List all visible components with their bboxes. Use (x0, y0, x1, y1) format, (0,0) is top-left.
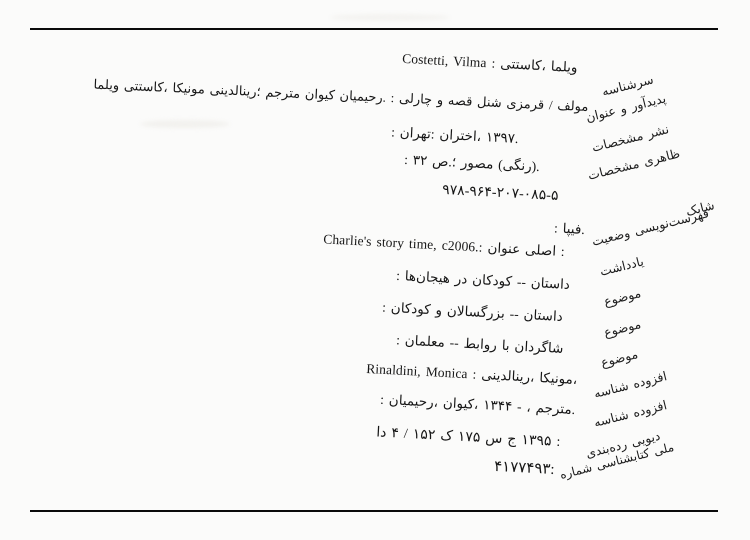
field-value-subject-2: :‎ ‎کودکان‎ ‎و‎ ‎بزرگسالان‎ ‎--‎ ‎داستان… (382, 299, 564, 324)
card-top-border (30, 28, 718, 30)
field-value-isbn: ۹۷۸-۹۶۴-۲۰۷-۰۸۵-۵‎ (441, 182, 559, 204)
field-value-main-entry: Costetti,‎ ‎Vilma‎ ‎:‎ ‎کاستتی‎،‎‎ ‎ویلم… (401, 50, 578, 75)
field-label-cataloging-status: وضعیت‎ ‎فهرست‌نویسی‎ (590, 205, 711, 249)
scan-smudge (330, 14, 450, 21)
field-label-added-entry-1: شناسه‎ ‎افزوده‎ (592, 368, 669, 401)
field-value-added-entry-2: :‎ ‎رحیمیان‎،‎‎ ‎کیوان‎،‎‎ ‎۱۳۴۴‎ ‎-‎ ‎‎… (379, 391, 576, 417)
field-label-subject-2: موضوع‎ (602, 316, 643, 340)
field-value-added-entry-1: Rinaldini,‎ ‎Monica‎ ‎:‎ ‎رینالدینی‎،‎‎ … (365, 360, 578, 387)
field-label-added-entry-2: شناسه‎ ‎افزوده‎ (592, 397, 669, 430)
field-value-national-bib-number: ۴۱۷۷۴۹۳:‎ (494, 458, 556, 478)
field-label-note: یادداشت‎ (598, 253, 646, 279)
scan-smudge (140, 120, 230, 128)
field-value-subject-1: :‎ ‎هیجان‌ها‎ ‎در‎ ‎کودکان‎ ‎--‎ ‎داستان… (395, 267, 571, 292)
field-value-physical-description: :‎ ‎۳۲‎ ‎ص.‎؛‎‎ ‎مصور‎ ‎(رنگی).‎ (404, 151, 541, 174)
card-bottom-border (30, 510, 718, 512)
field-value-cataloging-status: :‎ ‎فیپا.‎ (553, 220, 586, 237)
field-value-dewey-classification: دا‎ ‎۴‎ ‎/‎ ‎۱۵۲‎ ‎ک‎ ‎۱۷۵‎ ‎س‎ ‎ج‎ ‎۱۳۹… (375, 425, 561, 450)
field-label-subject-1: موضوع‎ (602, 285, 643, 309)
field-value-note: Charlie's‎ ‎story‎ ‎time,‎ ‎c2006.:‎ ‎عن… (323, 231, 566, 259)
field-label-subject-3: موضوع‎ (599, 346, 640, 370)
field-value-publication: :‎ ‎تهران:‎ ‎اختران‎،‎‎ ‎۱۳۹۷.‎ (390, 124, 519, 146)
field-value-subject-3: :‎ ‎معلمان‎ ‎--‎ ‎روابط‎ ‎با‎ ‎شاگردان‎ (395, 332, 564, 356)
field-label-title-statement: عنوان‎ ‎و‎ ‎پدیدآور‎ (584, 90, 668, 125)
field-value-title-statement: ویلما‎ ‎کاستتی‎،‎‎ ‎مونیکا‎ ‎رینالدینی‎؛… (92, 76, 589, 114)
